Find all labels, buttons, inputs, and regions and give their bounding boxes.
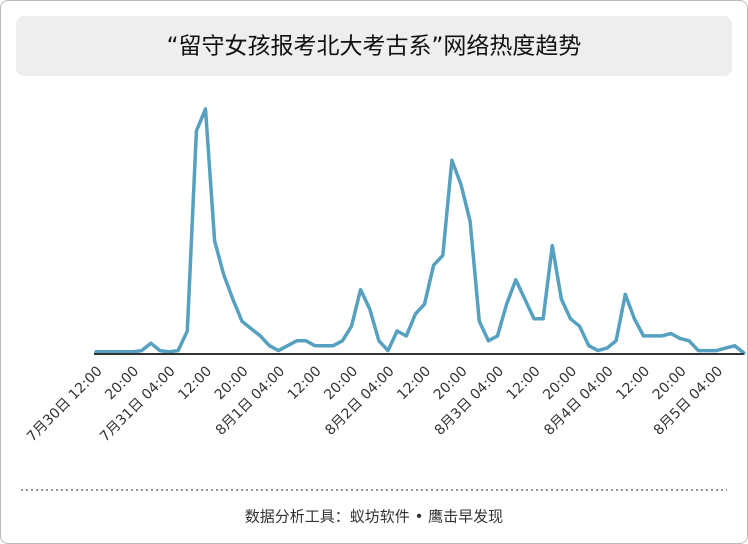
x-tick-label: 12:00 (504, 363, 544, 403)
x-tick-label: 12:00 (394, 363, 434, 403)
x-tick-label: 12:00 (175, 363, 215, 403)
x-tick-label: 12:00 (613, 363, 653, 403)
chart-title: “留守女孩报考北大考古系”网络热度趋势 (167, 34, 582, 60)
line (94, 107, 746, 355)
x-tick-label: 12:00 (285, 363, 325, 403)
x-tick-label: 7月30日 12:00 (24, 363, 106, 445)
source-note: 数据分析工具：蚁坊软件 • 鹰击早发现 (245, 508, 503, 526)
title-box (16, 16, 732, 76)
